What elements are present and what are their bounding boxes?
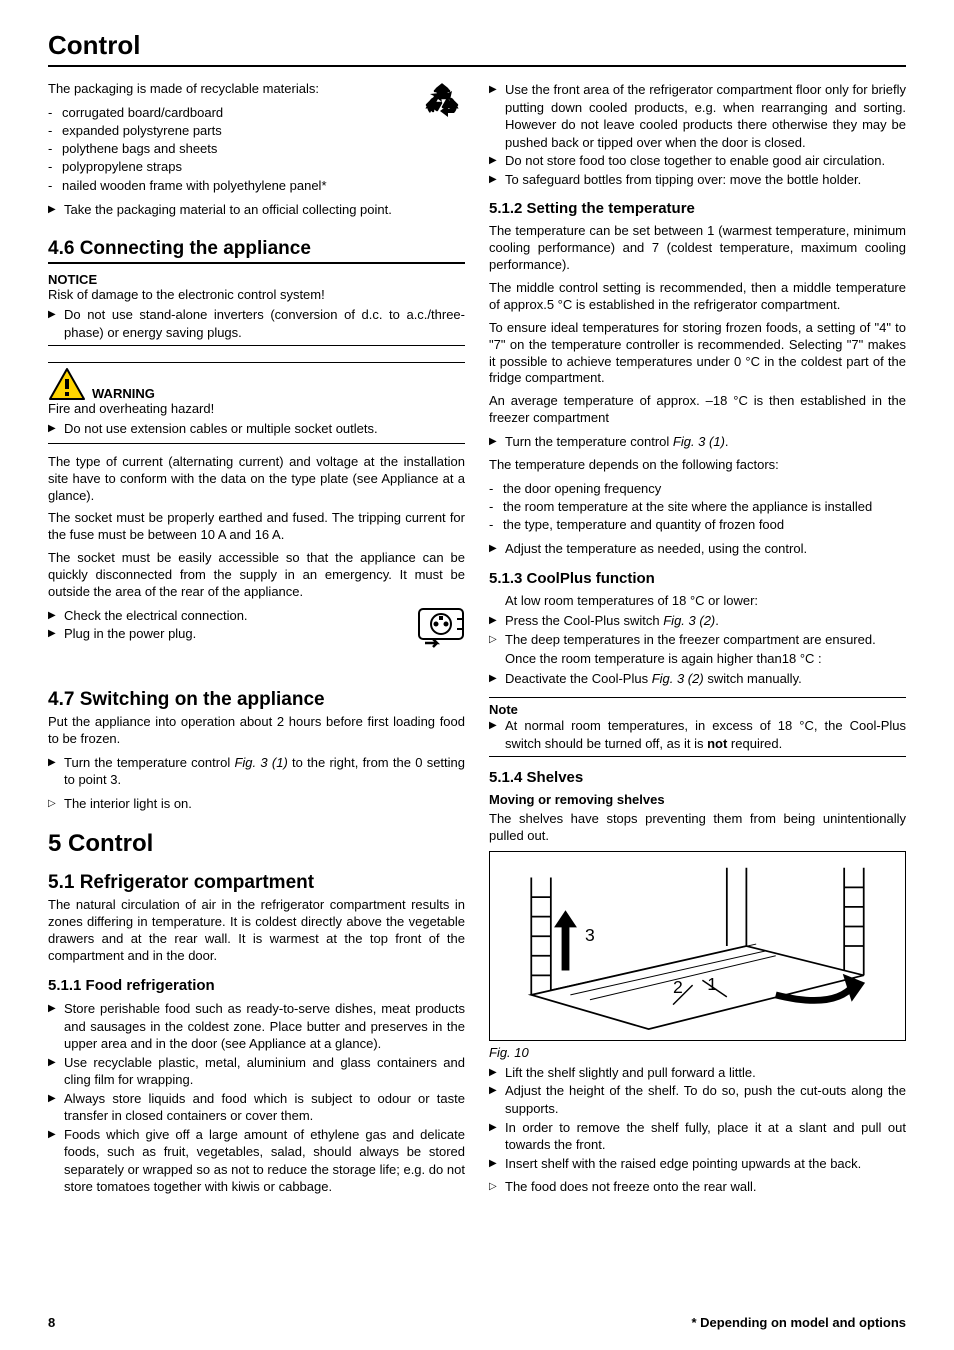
list-item: At normal room temperatures, in excess o… bbox=[489, 717, 906, 752]
warning-block: WARNING Fire and overheating hazard! Do … bbox=[48, 362, 465, 443]
note-block: Note At normal room temperatures, in exc… bbox=[489, 697, 906, 757]
heading-5-1-2: 5.1.2 Setting the temperature bbox=[489, 200, 906, 217]
action-list: Lift the shelf slightly and pull forward… bbox=[489, 1064, 906, 1172]
list-item: Insert shelf with the raised edge pointi… bbox=[489, 1155, 906, 1173]
shelf-figure: 3 2 1 bbox=[489, 851, 906, 1041]
packaging-intro: The packaging is made of recyclable mate… bbox=[48, 81, 465, 98]
list-item: The deep temperatures in the freezer com… bbox=[489, 631, 906, 649]
warning-text: Fire and overheating hazard! bbox=[48, 401, 465, 418]
list-item: Adjust the height of the shelf. To do so… bbox=[489, 1082, 906, 1117]
list-item: Take the packaging material to an offici… bbox=[48, 201, 465, 219]
list-item: Deactivate the Cool-Plus Fig. 3 (2) swit… bbox=[489, 670, 906, 688]
list-item: To safeguard bottles from tipping over: … bbox=[489, 171, 906, 189]
heading-5-1-3: 5.1.3 CoolPlus function bbox=[489, 570, 906, 587]
right-column: Use the front area of the refrigerator c… bbox=[489, 81, 906, 1202]
action-list: Deactivate the Cool-Plus Fig. 3 (2) swit… bbox=[489, 670, 906, 688]
list-item: expanded polystyrene parts bbox=[48, 122, 465, 140]
action-list: Press the Cool-Plus switch Fig. 3 (2). bbox=[489, 612, 906, 630]
result-list: The deep temperatures in the freezer com… bbox=[489, 631, 906, 649]
heading-5-1-1: 5.1.1 Food refrigeration bbox=[48, 977, 465, 994]
paragraph: An average temperature of approx. –18 °C… bbox=[489, 393, 906, 427]
svg-text:2: 2 bbox=[673, 977, 683, 997]
paragraph: The middle control setting is recommende… bbox=[489, 280, 906, 314]
list-item: Use the front area of the refrigerator c… bbox=[489, 81, 906, 151]
list-item: nailed wooden frame with polyethylene pa… bbox=[48, 177, 465, 195]
paragraph: The socket must be easily accessible so … bbox=[48, 550, 465, 601]
list-item: In order to remove the shelf fully, plac… bbox=[489, 1119, 906, 1154]
heading-5-1-4: 5.1.4 Shelves bbox=[489, 769, 906, 786]
action-list: Turn the temperature control Fig. 3 (1) … bbox=[48, 754, 465, 789]
list-item: Use recyclable plastic, metal, aluminium… bbox=[48, 1054, 465, 1089]
paragraph: The socket must be properly earthed and … bbox=[48, 510, 465, 544]
page-footer: 8 * Depending on model and options bbox=[48, 1315, 906, 1330]
figure-caption: Fig. 10 bbox=[489, 1045, 906, 1060]
footer-note: * Depending on model and options bbox=[692, 1315, 907, 1330]
paragraph: Once the room temperature is again highe… bbox=[489, 651, 906, 668]
list-item: the room temperature at the site where t… bbox=[489, 498, 906, 516]
warning-label: WARNING bbox=[92, 386, 155, 401]
list-item: Do not use extension cables or multiple … bbox=[48, 420, 465, 438]
list-item: Check the electrical connection. bbox=[48, 607, 465, 625]
list-item: Turn the temperature control Fig. 3 (1). bbox=[489, 433, 906, 451]
notice-block: NOTICE Risk of damage to the electronic … bbox=[48, 272, 465, 346]
list-item: Turn the temperature control Fig. 3 (1) … bbox=[48, 754, 465, 789]
heading-4-7: 4.7 Switching on the appliance bbox=[48, 689, 465, 711]
paragraph: The temperature depends on the following… bbox=[489, 457, 906, 474]
list-item: the type, temperature and quantity of fr… bbox=[489, 516, 906, 534]
list-item: corrugated board/cardboard bbox=[48, 104, 465, 122]
list-item: polythene bags and sheets bbox=[48, 140, 465, 158]
packaging-list: corrugated board/cardboard expanded poly… bbox=[48, 104, 465, 195]
heading-5-1: 5.1 Refrigerator compartment bbox=[48, 872, 465, 894]
list-item: Store perishable food such as ready-to-s… bbox=[48, 1000, 465, 1053]
notice-text: Risk of damage to the electronic control… bbox=[48, 287, 465, 304]
list-item: Always store liquids and food which is s… bbox=[48, 1090, 465, 1125]
page-title: Control bbox=[48, 30, 906, 67]
notice-label: NOTICE bbox=[48, 272, 465, 287]
subheading: Moving or removing shelves bbox=[489, 792, 906, 807]
action-list: Turn the temperature control Fig. 3 (1). bbox=[489, 433, 906, 451]
action-list: Adjust the temperature as needed, using … bbox=[489, 540, 906, 558]
list-item: Plug in the power plug. bbox=[48, 625, 465, 643]
paragraph: To ensure ideal temperatures for storing… bbox=[489, 320, 906, 388]
page-number: 8 bbox=[48, 1315, 55, 1330]
list-item: the door opening frequency bbox=[489, 480, 906, 498]
list-item: Do not store food too close together to … bbox=[489, 152, 906, 170]
list-item: Press the Cool-Plus switch Fig. 3 (2). bbox=[489, 612, 906, 630]
paragraph: The type of current (alternating current… bbox=[48, 454, 465, 505]
list-item: Foods which give off a large amount of e… bbox=[48, 1126, 465, 1196]
paragraph: Put the appliance into operation about 2… bbox=[48, 714, 465, 748]
heading-5: 5 Control bbox=[48, 830, 465, 858]
action-list: Check the electrical connection. Plug in… bbox=[48, 607, 465, 643]
paragraph: The shelves have stops preventing them f… bbox=[489, 811, 906, 845]
paragraph: At low room temperatures of 18 °C or low… bbox=[489, 593, 906, 610]
list-item: The food does not freeze onto the rear w… bbox=[489, 1178, 906, 1196]
list-item: The interior light is on. bbox=[48, 795, 465, 813]
left-column: The packaging is made of recyclable mate… bbox=[48, 81, 465, 1202]
svg-text:3: 3 bbox=[585, 925, 595, 945]
packaging-action: Take the packaging material to an offici… bbox=[48, 201, 465, 219]
list-item: polypropylene straps bbox=[48, 158, 465, 176]
heading-4-6: 4.6 Connecting the appliance bbox=[48, 238, 465, 264]
factor-list: the door opening frequency the room temp… bbox=[489, 480, 906, 535]
warning-icon bbox=[48, 367, 86, 401]
action-list: Use the front area of the refrigerator c… bbox=[489, 81, 906, 188]
result-list: The food does not freeze onto the rear w… bbox=[489, 1178, 906, 1196]
result-list: The interior light is on. bbox=[48, 795, 465, 813]
paragraph: The natural circulation of air in the re… bbox=[48, 897, 465, 965]
list-item: Do not use stand-alone inverters (conver… bbox=[48, 306, 465, 341]
note-label: Note bbox=[489, 702, 906, 717]
paragraph: The temperature can be set between 1 (wa… bbox=[489, 223, 906, 274]
list-item: Lift the shelf slightly and pull forward… bbox=[489, 1064, 906, 1082]
list-item: Adjust the temperature as needed, using … bbox=[489, 540, 906, 558]
action-list: Store perishable food such as ready-to-s… bbox=[48, 1000, 465, 1196]
